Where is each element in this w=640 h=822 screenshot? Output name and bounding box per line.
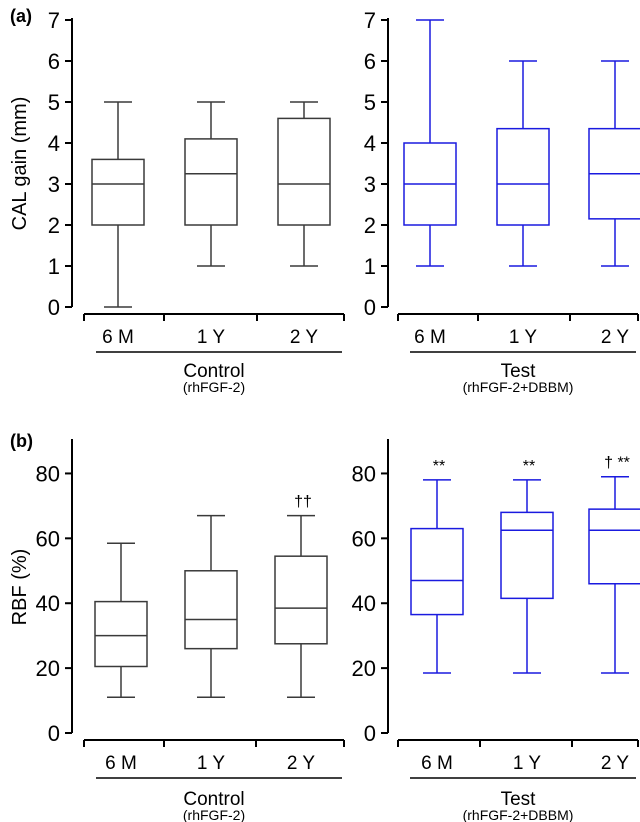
y-tick-label: 80	[36, 461, 60, 486]
y-tick-label: 5	[364, 90, 376, 115]
box-iqr	[500, 511, 554, 600]
panel-a-test: 0 1 2 3 4 5 6 7 6 M 1 Y 2 Y Test(rhFGF-2+DBBM)	[364, 8, 640, 395]
y-tick-label: 40	[352, 591, 376, 616]
box-iqr	[91, 158, 145, 226]
box-1: **	[500, 458, 554, 674]
group-label: Control	[183, 789, 244, 810]
panel-b-test: 0 20 40 60 80 6 M 1 Y 2 Y Test(rhFGF-2+DBBM) ** **…	[352, 439, 640, 822]
y-tick-label: 3	[48, 172, 60, 197]
x-tick-label: 6 M	[421, 753, 453, 774]
group-label: Control	[183, 361, 244, 382]
panel-label: (a)	[10, 6, 32, 26]
y-tick-label: 20	[36, 656, 60, 681]
box-iqr	[496, 127, 550, 226]
x-tick-label: 6 M	[102, 327, 134, 348]
y-tick-label: 0	[364, 295, 376, 320]
box-iqr	[274, 555, 328, 645]
box-0: **	[410, 458, 464, 674]
y-tick-label: 7	[48, 8, 60, 33]
y-tick-label: 20	[352, 656, 376, 681]
box-iqr	[184, 138, 238, 226]
box-iqr	[94, 600, 148, 668]
box-1	[184, 514, 238, 699]
group-label: Test	[501, 361, 537, 382]
significance-marker: **	[523, 458, 535, 475]
y-tick-label: 2	[48, 213, 60, 238]
box-2: ††	[274, 494, 328, 699]
panel-a-control: 0 1 2 3 4 5 6 7 6 M 1 Y 2 Y Control(rhFGF-2) (a) CAL …	[9, 6, 345, 395]
box-iqr	[588, 508, 640, 585]
x-tick-label: 1 Y	[513, 753, 542, 774]
x-tick-label: 2 Y	[290, 327, 319, 348]
box-2	[277, 101, 331, 267]
box-2	[588, 60, 640, 267]
group-sublabel: (rhFGF-2)	[183, 807, 245, 822]
x-tick-label: 2 Y	[601, 753, 630, 774]
significance-marker: † **	[604, 455, 630, 472]
box-2: † **	[588, 455, 640, 674]
y-axis-title: CAL gain (mm)	[9, 97, 31, 231]
x-tick-label: 1 Y	[197, 327, 226, 348]
y-tick-label: 80	[352, 461, 376, 486]
y-tick-label: 1	[364, 254, 376, 279]
significance-marker: **	[433, 458, 445, 475]
x-tick-label: 1 Y	[197, 753, 226, 774]
box-0	[403, 19, 457, 267]
group-sublabel: (rhFGF-2+DBBM)	[463, 379, 574, 395]
y-tick-label: 4	[364, 131, 376, 156]
y-tick-label: 3	[364, 172, 376, 197]
box-0	[91, 101, 145, 308]
group-sublabel: (rhFGF-2)	[183, 379, 245, 395]
y-tick-label: 6	[364, 49, 376, 74]
box-0	[94, 542, 148, 699]
y-tick-label: 6	[48, 49, 60, 74]
y-tick-label: 60	[36, 526, 60, 551]
y-tick-label: 60	[352, 526, 376, 551]
group-label: Test	[501, 789, 537, 810]
x-tick-label: 6 M	[414, 327, 446, 348]
significance-marker: ††	[294, 494, 312, 511]
y-tick-label: 5	[48, 90, 60, 115]
y-tick-label: 7	[364, 8, 376, 33]
y-tick-label: 0	[48, 295, 60, 320]
y-tick-label: 1	[48, 254, 60, 279]
x-tick-label: 6 M	[105, 753, 137, 774]
box-iqr	[277, 117, 331, 226]
y-tick-label: 4	[48, 131, 60, 156]
y-tick-label: 0	[48, 721, 60, 746]
x-tick-label: 1 Y	[509, 327, 538, 348]
y-axis-title: RBF (%)	[9, 549, 31, 626]
y-tick-label: 0	[364, 721, 376, 746]
x-tick-label: 2 Y	[287, 753, 316, 774]
box-iqr	[410, 527, 464, 616]
box-iqr	[184, 570, 238, 650]
group-sublabel: (rhFGF-2+DBBM)	[463, 807, 574, 822]
panel-b-control: 0 20 40 60 80 6 M 1 Y 2 Y Control(rhFGF-2) (b) RBF…	[9, 431, 345, 822]
y-tick-label: 40	[36, 591, 60, 616]
y-tick-label: 2	[364, 213, 376, 238]
x-tick-label: 2 Y	[601, 327, 630, 348]
box-1	[184, 101, 238, 267]
panel-label: (b)	[10, 431, 33, 451]
box-1	[496, 60, 550, 267]
